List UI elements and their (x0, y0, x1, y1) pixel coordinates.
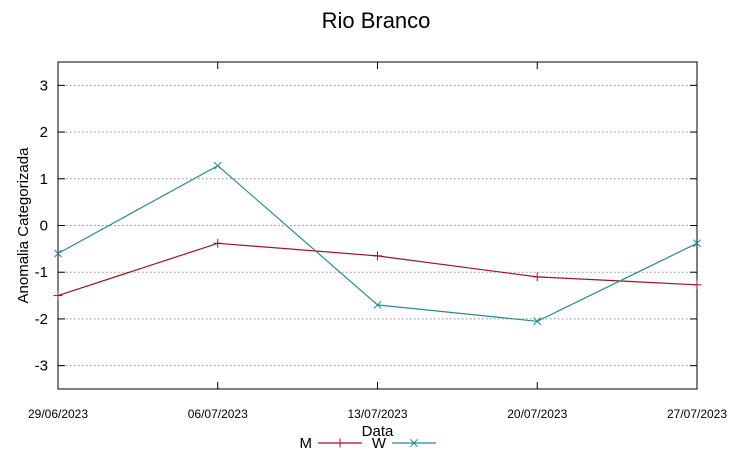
data-point (53, 291, 63, 301)
y-tick-label: -3 (35, 358, 48, 375)
data-point (693, 239, 701, 248)
x-axis-label: Data (362, 423, 394, 440)
data-point-marker (533, 317, 542, 326)
y-tick-label: 3 (40, 77, 48, 94)
data-point (213, 238, 223, 248)
legend-item-W: W (372, 435, 436, 452)
data-point-marker (54, 249, 62, 258)
series-M (53, 238, 702, 301)
legend-marker (410, 439, 418, 447)
grid-lines (58, 84, 697, 367)
y-tick-label: -1 (35, 264, 48, 281)
data-point (373, 251, 382, 261)
data-point (54, 249, 62, 258)
series-line (57, 164, 698, 322)
data-point (692, 280, 702, 290)
plot-frame (57, 61, 698, 390)
series-W (54, 161, 701, 326)
data-point (373, 300, 382, 309)
y-tick-label: -2 (35, 311, 48, 328)
axis-ticks: 3 2 1 0 -1 -2 -3 29/06/2023 06/07/2023 13/07/2023… (28, 62, 727, 421)
data-point-marker (213, 161, 222, 170)
y-tick-label: 1 (40, 171, 48, 188)
series-line (57, 242, 698, 297)
legend-label: W (372, 435, 387, 452)
data-point-marker (373, 300, 382, 309)
series-lines (53, 161, 702, 326)
legend-label: M (300, 435, 313, 452)
legend-item-M: M (300, 435, 362, 452)
data-point (532, 272, 542, 282)
data-point-marker (693, 239, 701, 248)
chart-title: Rio Branco (321, 8, 431, 33)
y-tick-label: 0 (40, 218, 48, 235)
x-tick-label: 27/07/2023 (667, 407, 727, 421)
x-tick-label: 20/07/2023 (507, 407, 567, 421)
data-point (533, 317, 542, 326)
data-point (213, 161, 222, 170)
y-tick-label: 2 (40, 124, 48, 141)
x-tick-label: 06/07/2023 (188, 407, 248, 421)
y-axis-label: Anomalia Categorizada (15, 147, 32, 304)
x-tick-label: 13/07/2023 (347, 407, 407, 421)
x-tick-label: 29/06/2023 (28, 407, 88, 421)
